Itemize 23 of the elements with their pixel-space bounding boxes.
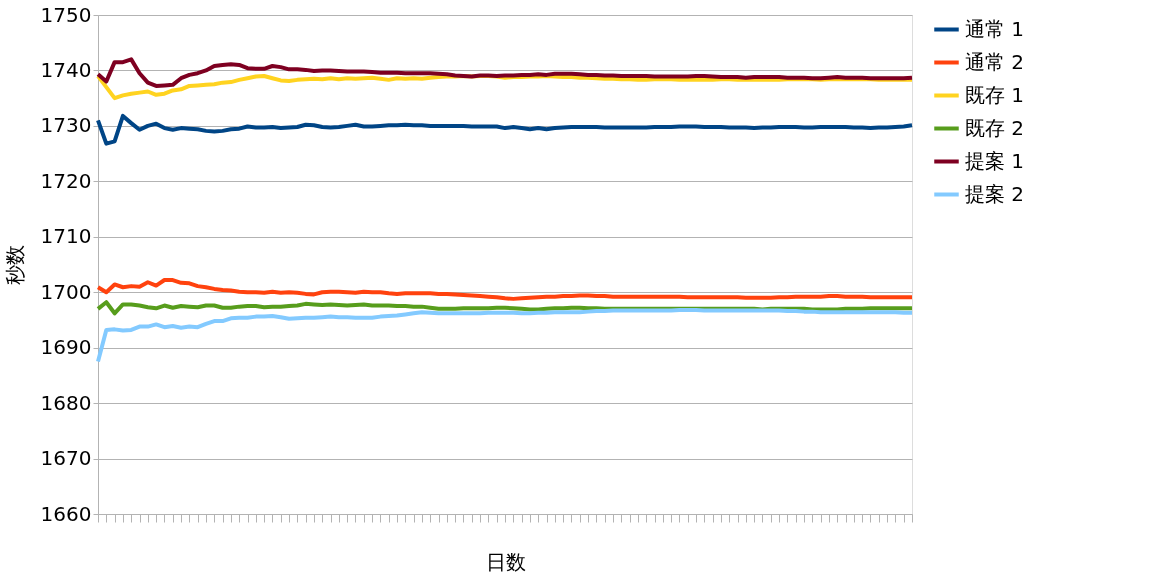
legend-label: 既存 2 — [965, 115, 1025, 140]
legend-label: 通常 1 — [965, 16, 1025, 41]
y-axis-title: 秒数 — [2, 245, 27, 285]
line-series — [96, 307, 914, 364]
y-tick-label: 1690 — [40, 335, 92, 360]
y-tick-label: 1720 — [40, 168, 92, 193]
y-tick-label: 1680 — [40, 390, 92, 415]
line-series — [96, 113, 914, 146]
x-axis-title: 日数 — [485, 550, 526, 574]
y-tick-label: 1670 — [40, 446, 92, 471]
legend-label: 通常 2 — [965, 49, 1025, 74]
y-tick-label: 1660 — [40, 501, 92, 526]
y-tick-label: 1730 — [40, 113, 92, 138]
line-series — [96, 57, 914, 88]
legend-label: 提案 1 — [965, 148, 1025, 173]
y-tick-label: 1710 — [40, 224, 92, 249]
line-series — [96, 278, 914, 301]
line-series — [96, 300, 914, 316]
legend-label: 既存 1 — [965, 82, 1025, 107]
y-tick-label: 1700 — [40, 279, 92, 304]
legend-label: 提案 2 — [965, 181, 1025, 206]
y-tick-label: 1740 — [40, 57, 92, 82]
y-tick-label: 1750 — [40, 2, 92, 27]
